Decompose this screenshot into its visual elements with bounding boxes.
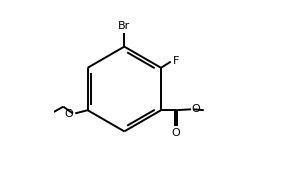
Text: Br: Br bbox=[118, 21, 130, 31]
Text: O: O bbox=[172, 128, 180, 138]
Text: O: O bbox=[64, 109, 73, 119]
Text: F: F bbox=[172, 56, 179, 66]
Text: O: O bbox=[192, 104, 201, 114]
